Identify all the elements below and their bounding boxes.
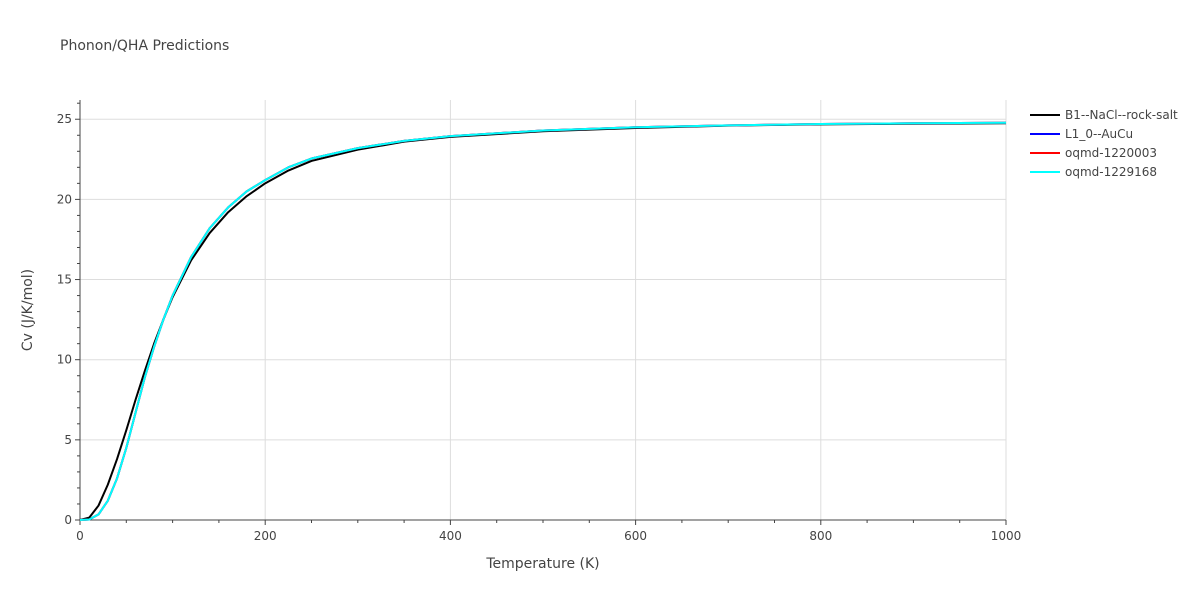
axes xyxy=(75,100,1007,525)
legend-label-oqmd-1220003: oqmd-1220003 xyxy=(1065,146,1157,160)
x-axis-title: Temperature (K) xyxy=(485,556,599,572)
series-line-l1-0-aucu xyxy=(79,121,1007,521)
y-tick-label: 15 xyxy=(57,273,72,287)
y-tick-label: 25 xyxy=(57,112,72,126)
y-tick-label: 20 xyxy=(57,192,72,206)
series-line-oqmd-1220003 xyxy=(79,121,1007,521)
legend-label-oqmd-1229168: oqmd-1229168 xyxy=(1065,165,1157,179)
legend-label-b1-nacl-rock-salt: B1--NaCl--rock-salt xyxy=(1065,108,1178,122)
chart-title: Phonon/QHA Predictions xyxy=(60,38,229,54)
x-tick-label: 800 xyxy=(809,529,832,543)
y-tick-label: 0 xyxy=(64,513,72,527)
x-tick-label: 1000 xyxy=(991,529,1022,543)
y-axis-title: Cv (J/K/mol) xyxy=(20,269,36,351)
x-tick-label: 200 xyxy=(254,529,277,543)
x-tick-label: 0 xyxy=(76,529,84,543)
x-tick-label: 400 xyxy=(439,529,462,543)
series-line-oqmd-1229168 xyxy=(79,121,1007,521)
legend-label-l1-0-aucu: L1_0--AuCu xyxy=(1065,127,1133,141)
x-tick-labels: 0 200 400 600 800 1000 xyxy=(76,529,1021,543)
grid xyxy=(80,100,1007,520)
y-tick-label: 10 xyxy=(57,353,72,367)
x-tick-label: 600 xyxy=(624,529,647,543)
y-tick-labels: 0 5 10 15 20 25 xyxy=(57,112,72,527)
y-tick-label: 5 xyxy=(64,433,72,447)
series-lines xyxy=(79,121,1007,521)
legend: B1--NaCl--rock-salt L1_0--AuCu oqmd-122000… xyxy=(1030,108,1178,179)
series-line-b1-nacl-rock-salt xyxy=(79,122,1007,521)
